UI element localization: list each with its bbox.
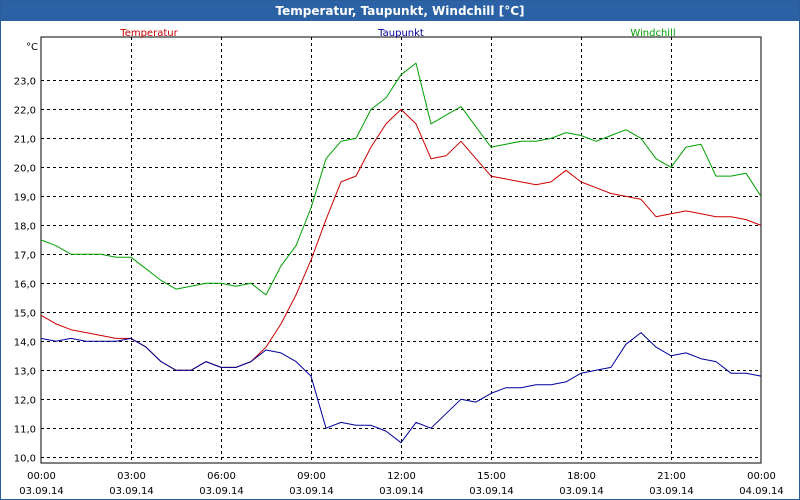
x-tick-label: 06:00	[207, 471, 236, 482]
x-tick-label: 00:00	[747, 471, 776, 482]
legend-temperatur: Temperatur	[119, 28, 178, 39]
x-tick-date: 03.09.14	[469, 486, 514, 497]
legend-windchill: Windchill	[630, 28, 675, 39]
x-tick-date: 03.09.14	[289, 486, 334, 497]
x-tick-date: 03.09.14	[199, 486, 244, 497]
x-tick-date: 03.09.14	[559, 486, 604, 497]
x-tick-date: 03.09.14	[649, 486, 694, 497]
x-tick-label: 21:00	[657, 471, 686, 482]
y-axis-unit: °C	[26, 42, 38, 53]
series-line-windchill	[40, 62, 762, 296]
y-tick-label: 20,0	[14, 164, 36, 175]
y-tick-label: 23,0	[14, 77, 36, 88]
x-tick-date: 03.09.14	[19, 486, 64, 497]
y-tick-label: 13,0	[14, 367, 36, 378]
y-tick-label: 12,0	[14, 396, 36, 407]
y-tick-label: 19,0	[14, 193, 36, 204]
x-tick-label: 12:00	[387, 471, 416, 482]
x-tick-label: 15:00	[477, 471, 506, 482]
y-tick-label: 14,0	[14, 338, 36, 349]
x-tick-label: 09:00	[297, 471, 326, 482]
y-tick-label: 22,0	[14, 106, 36, 117]
x-tick-date: 03.09.14	[379, 486, 424, 497]
y-tick-label: 10,0	[14, 454, 36, 465]
x-tick-label: 00:00	[27, 471, 56, 482]
y-tick-label: 11,0	[14, 425, 36, 436]
x-tick-label: 18:00	[567, 471, 596, 482]
y-tick-label: 21,0	[14, 135, 36, 146]
y-tick-label: 18,0	[14, 222, 36, 233]
x-tick-label: 03:00	[117, 471, 146, 482]
y-tick-label: 16,0	[14, 280, 36, 291]
y-tick-label: 17,0	[14, 251, 36, 262]
x-tick-date: 04.09.14	[739, 486, 784, 497]
window-title: Temperatur, Taupunkt, Windchill [°C]	[1, 1, 799, 21]
series-line-taupunkt	[40, 332, 762, 444]
legend-taupunkt: Taupunkt	[377, 28, 424, 39]
y-tick-label: 15,0	[14, 309, 36, 320]
x-tick-date: 03.09.14	[109, 486, 154, 497]
